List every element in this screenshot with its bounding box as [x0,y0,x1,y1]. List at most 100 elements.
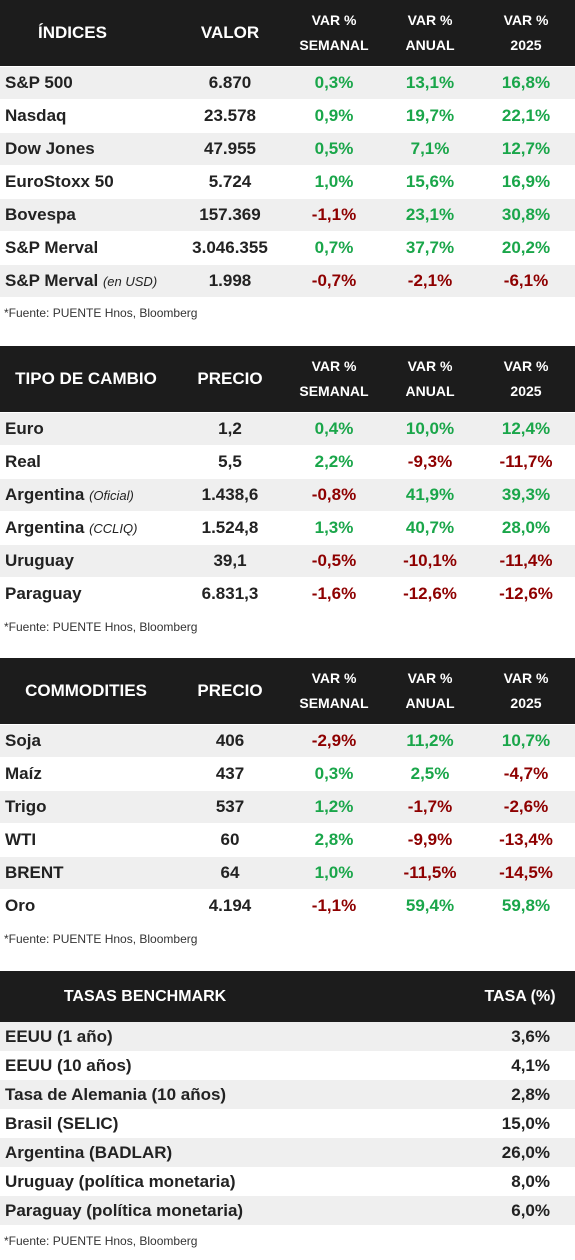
row-name-text: Bovespa [5,205,76,224]
row-var-annual: 15,6% [405,172,455,191]
row-name-text: EuroStoxx 50 [5,172,114,191]
fx-header-a-line2: ANUAL [405,383,455,399]
indices-header-y: VAR % 2025 [486,0,566,66]
indices-header-a-line2: ANUAL [405,37,455,53]
row-var-ytd: -4,7% [503,764,549,783]
row-name: Argentina (CCLIQ) [5,512,137,544]
row-var-annual: -2,1% [407,271,453,290]
row-name: Maíz [5,758,42,790]
fx-header-w: VAR % SEMANAL [294,346,374,412]
row-var-ytd: 12,4% [501,419,551,438]
row-var-weekly: 0,4% [314,419,354,438]
table-row: EuroStoxx 50 5.724 1,0% 15,6% 16,9% [0,166,575,198]
table-row: S&P Merval (en USD) 1.998 -0,7% -2,1% -6,1% [0,265,575,297]
fx-header: TIPO DE CAMBIO PRECIO VAR % SEMANAL VAR % ANU… [0,346,575,412]
indices-header-y-line1: VAR % [503,12,549,28]
row-name-note: (en USD) [102,274,158,289]
table-row: EEUU (10 años) 4,1% [0,1051,575,1080]
row-value: 23.578 [204,106,256,125]
row-var-annual: 13,1% [405,73,455,92]
table-row: Nasdaq 23.578 0,9% 19,7% 22,1% [0,100,575,132]
row-name: Soja [5,725,41,757]
row-value: 406 [215,731,245,750]
table-row: EEUU (1 año) 3,6% [0,1022,575,1051]
row-value: 5.724 [208,172,252,191]
row-var-weekly: 1,0% [314,863,354,882]
rate-value: 8,0% [511,1172,550,1191]
rate-name: Tasa de Alemania (10 años) [5,1085,227,1104]
row-name: Oro [5,890,35,922]
commodities-source-note: *Fuente: PUENTE Hnos, Bloomberg [4,932,198,946]
row-name-text: Maíz [5,764,42,783]
row-value: 60 [220,830,240,849]
row-var-weekly: 0,7% [314,238,354,257]
row-var-ytd: 20,2% [501,238,551,257]
row-var-weekly: 1,0% [314,172,354,191]
row-var-weekly: 0,5% [314,139,354,158]
row-name: Uruguay [5,545,74,577]
row-name: Bovespa [5,199,76,231]
fx-header-w-line2: SEMANAL [299,383,369,399]
rate-name: EEUU (1 año) [5,1027,113,1046]
row-value: 64 [220,863,240,882]
row-var-weekly: 0,3% [314,73,354,92]
table-row: Soja 406 -2,9% 11,2% 10,7% [0,725,575,757]
row-var-weekly: -1,1% [311,896,357,915]
table-row: Maíz 437 0,3% 2,5% -4,7% [0,758,575,790]
row-var-ytd: -12,6% [499,584,553,603]
row-var-weekly: -0,5% [311,551,357,570]
row-value: 4.194 [208,896,252,915]
row-name-text: Euro [5,419,44,438]
rate-name: EEUU (10 años) [5,1056,132,1075]
row-var-annual: -11,5% [403,863,457,882]
rates-header-name: TASAS BENCHMARK [63,987,227,1005]
row-name-note: (Oficial) [89,488,134,503]
row-value: 3.046.355 [192,238,268,257]
commodities-header-value: PRECIO [197,681,263,700]
row-name: Trigo [5,791,47,823]
commodities-header-a: VAR % ANUAL [390,658,470,724]
table-row: Argentina (CCLIQ) 1.524,8 1,3% 40,7% 28,0% [0,512,575,544]
row-var-weekly: 0,3% [314,764,354,783]
row-var-annual: 23,1% [405,205,455,224]
table-row: Uruguay (política monetaria) 8,0% [0,1167,575,1196]
row-var-weekly: 2,2% [314,452,354,471]
rate-value: 26,0% [501,1143,550,1162]
row-name-note: (CCLIQ) [89,521,138,536]
row-var-annual: -9,3% [407,452,453,471]
commodities-header-a-line1: VAR % [407,670,453,686]
row-name-text: Nasdaq [5,106,67,125]
table-row: S&P Merval 3.046.355 0,7% 37,7% 20,2% [0,232,575,264]
row-var-annual: -1,7% [407,797,453,816]
indices-header-value: VALOR [200,23,260,42]
row-var-annual: 2,5% [410,764,450,783]
table-row: S&P 500 6.870 0,3% 13,1% 16,8% [0,67,575,99]
row-name-text: Paraguay [5,584,82,603]
rate-name: Uruguay (política monetaria) [5,1172,236,1191]
indices-header-w-line2: SEMANAL [299,37,369,53]
row-var-annual: 40,7% [405,518,455,537]
row-value: 39,1 [213,551,247,570]
commodities-header-name: COMMODITIES [25,681,147,700]
row-var-annual: 7,1% [410,139,450,158]
table-row: Uruguay 39,1 -0,5% -10,1% -11,4% [0,545,575,577]
row-name: BRENT [5,857,64,889]
row-var-ytd: 22,1% [501,106,551,125]
row-name: EuroStoxx 50 [5,166,114,198]
table-row: WTI 60 2,8% -9,9% -13,4% [0,824,575,856]
table-row: Tasa de Alemania (10 años) 2,8% [0,1080,575,1109]
row-value: 5,5 [218,452,242,471]
row-name: Dow Jones [5,133,95,165]
fx-source-note: *Fuente: PUENTE Hnos, Bloomberg [4,620,198,634]
table-row: Argentina (Oficial) 1.438,6 -0,8% 41,9% 39,3… [0,479,575,511]
row-var-ytd: 39,3% [501,485,551,504]
table-row: Brasil (SELIC) 15,0% [0,1109,575,1138]
indices-header-w: VAR % SEMANAL [294,0,374,66]
rate-value: 3,6% [511,1027,550,1046]
row-var-annual: 41,9% [405,485,455,504]
row-value: 47.955 [204,139,256,158]
row-var-annual: 19,7% [405,106,455,125]
fx-header-a-line1: VAR % [407,358,453,374]
row-name-text: Dow Jones [5,139,95,158]
table-row: Bovespa 157.369 -1,1% 23,1% 30,8% [0,199,575,231]
